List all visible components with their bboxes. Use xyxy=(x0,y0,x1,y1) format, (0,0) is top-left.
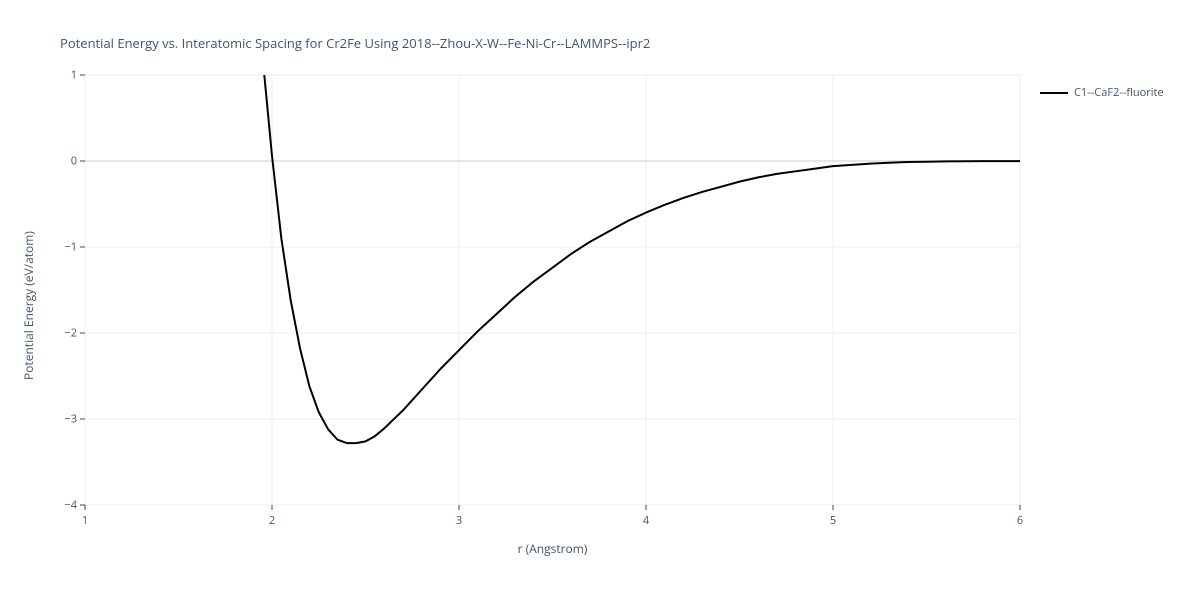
chart-container: { "chart": { "type": "line", "title": "P… xyxy=(0,0,1200,600)
series-line[interactable] xyxy=(263,58,1020,443)
y-tick-label: 0 xyxy=(55,154,77,169)
x-tick-label: 6 xyxy=(1017,513,1023,528)
plot-area xyxy=(0,0,1200,600)
x-tick-label: 5 xyxy=(830,513,836,528)
legend-item-label: C1--CaF2--fluorite xyxy=(1074,85,1164,100)
y-tick-label: −2 xyxy=(55,326,77,341)
y-tick-label: −4 xyxy=(55,498,77,513)
x-tick-label: 1 xyxy=(82,513,88,528)
x-tick-label: 4 xyxy=(643,513,649,528)
y-tick-label: −1 xyxy=(55,240,77,255)
legend-line-icon xyxy=(1040,92,1068,94)
x-tick-label: 2 xyxy=(269,513,275,528)
legend: C1--CaF2--fluorite xyxy=(1040,85,1164,100)
y-tick-label: 1 xyxy=(55,68,77,83)
y-tick-label: −3 xyxy=(55,412,77,427)
x-tick-label: 3 xyxy=(456,513,462,528)
